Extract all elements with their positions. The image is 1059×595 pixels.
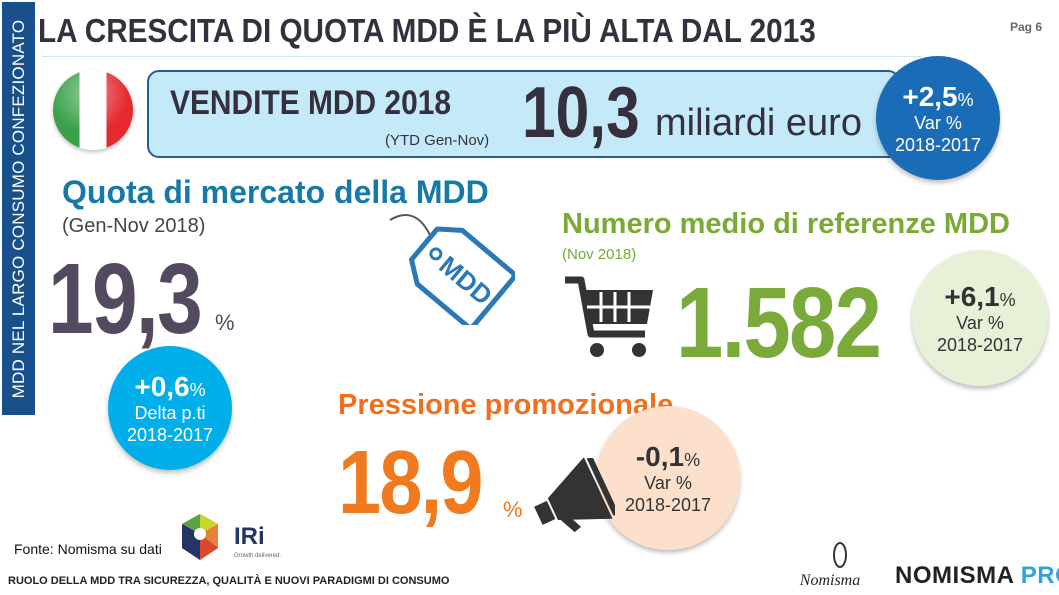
badge-pct: % xyxy=(957,89,974,110)
sales-change-badge: +2,5% Var % 2018-2017 xyxy=(876,56,1000,180)
price-tag-icon: MDD xyxy=(389,214,515,325)
iri-tagline: Growth delivered. xyxy=(234,553,281,559)
badge-period: 2018-2017 xyxy=(936,334,1024,355)
quota-change-badge: +0,6% Delta p.ti 2018-2017 xyxy=(108,346,232,470)
shopping-cart-icon xyxy=(565,276,653,357)
nomisma-logo: Nomisma xyxy=(799,542,860,589)
referenze-change-badge: +6,1% Var % 2018-2017 xyxy=(912,250,1048,386)
quota-value: 19,3 xyxy=(48,243,203,355)
sidebar-label: MDD NEL LARGO CONSUMO CONFEZIONATO xyxy=(8,19,28,398)
badge-value: +0,6 xyxy=(134,370,190,402)
iri-name: IRi xyxy=(234,523,265,550)
badge-period: 2018-2017 xyxy=(624,494,712,515)
badge-period: 2018-2017 xyxy=(126,424,214,445)
quota-pct: % xyxy=(215,310,235,335)
title-divider xyxy=(42,56,922,57)
italy-flag-icon xyxy=(53,70,133,150)
sales-unit: miliardi euro xyxy=(655,102,862,144)
badge-period: 2018-2017 xyxy=(894,134,982,155)
nomisma-pro-logo: NOMISMA PRO xyxy=(895,562,1059,590)
badge-value: -0,1 xyxy=(635,440,685,472)
badge-label: Var % xyxy=(914,113,962,134)
footer-text: RUOLO DELLA MDD TRA SICUREZZA, QUALITÀ E… xyxy=(8,575,450,587)
referenze-value: 1.582 xyxy=(676,267,882,379)
sales-label: VENDITE MDD 2018 xyxy=(170,84,452,122)
sales-box xyxy=(147,70,900,158)
brand-suffix: PRO xyxy=(1020,562,1059,589)
badge-pct: % xyxy=(684,449,701,470)
promo-change-badge: -0,1% Var % 2018-2017 xyxy=(596,406,740,550)
referenze-title: Numero medio di referenze MDD xyxy=(562,208,1010,240)
page-number: Pag 6 xyxy=(1010,20,1043,34)
promo-title: Pressione promozionale xyxy=(338,389,674,421)
megaphone-icon xyxy=(534,458,615,533)
badge-label: Var % xyxy=(956,313,1004,334)
badge-value: +2,5 xyxy=(902,80,958,112)
promo-value: 18,9 xyxy=(338,433,483,533)
quota-title: Quota di mercato della MDD xyxy=(62,174,489,210)
iri-logo: IRi Growth delivered. xyxy=(182,514,281,560)
page-title: LA CRESCITA DI QUOTA MDD È LA PIÙ ALTA D… xyxy=(38,12,816,49)
badge-value: +6,1 xyxy=(944,280,1000,312)
brand-name: NOMISMA xyxy=(895,562,1014,589)
sales-period: (YTD Gen-Nov) xyxy=(385,132,490,149)
referenze-period: (Nov 2018) xyxy=(562,246,637,263)
badge-pct: % xyxy=(999,289,1016,310)
badge-label: Delta p.ti xyxy=(134,403,206,424)
badge-pct: % xyxy=(189,379,206,400)
source-text: Fonte: Nomisma su dati xyxy=(14,541,162,557)
nomisma-script: Nomisma xyxy=(799,572,860,589)
sidebar-banner: MDD NEL LARGO CONSUMO CONFEZIONATO xyxy=(2,2,35,415)
quota-period: (Gen-Nov 2018) xyxy=(62,215,206,237)
badge-label: Var % xyxy=(644,473,692,494)
promo-pct: % xyxy=(503,497,523,522)
sales-value: 10,3 xyxy=(522,73,640,153)
